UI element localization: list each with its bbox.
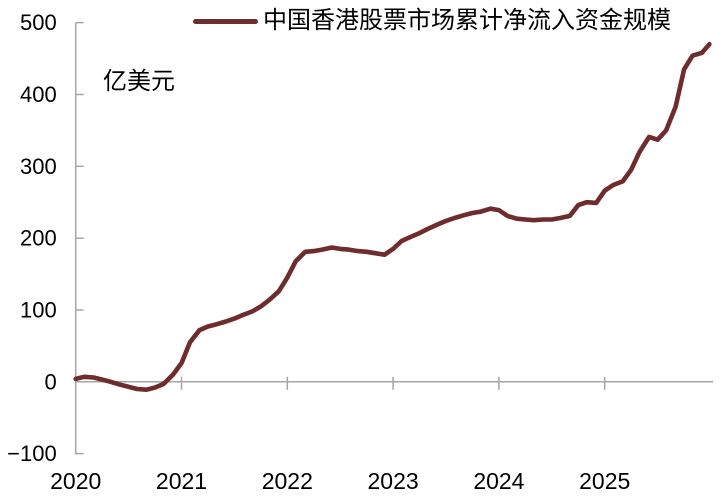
y-axis-tick-label: 500 xyxy=(20,10,57,35)
y-axis-unit-label: 亿美元 xyxy=(103,68,175,95)
legend-line-swatch xyxy=(193,18,258,24)
x-axis-tick-label: 2020 xyxy=(50,468,101,494)
x-axis-tick-label: 2024 xyxy=(473,468,524,494)
x-axis-tick-label: 2025 xyxy=(579,468,630,494)
series-line xyxy=(73,41,712,393)
chart-legend: 中国香港股票市场累计净流入资金规模 xyxy=(193,8,671,34)
y-axis-tick-label: 400 xyxy=(20,82,57,107)
y-axis-tick-label: 300 xyxy=(20,154,57,179)
x-axis-tick-label: 2022 xyxy=(262,468,313,494)
y-axis-tick-label: −100 xyxy=(7,441,57,466)
legend-series-label: 中国香港股票市场累计净流入资金规模 xyxy=(263,7,671,34)
x-axis-tick-label: 2021 xyxy=(156,468,207,494)
y-axis-tick-label: 200 xyxy=(20,226,57,251)
y-axis-tick-label: 100 xyxy=(20,297,57,322)
x-axis-tick-label: 2023 xyxy=(368,468,419,494)
y-axis-tick-label: 0 xyxy=(44,369,56,394)
